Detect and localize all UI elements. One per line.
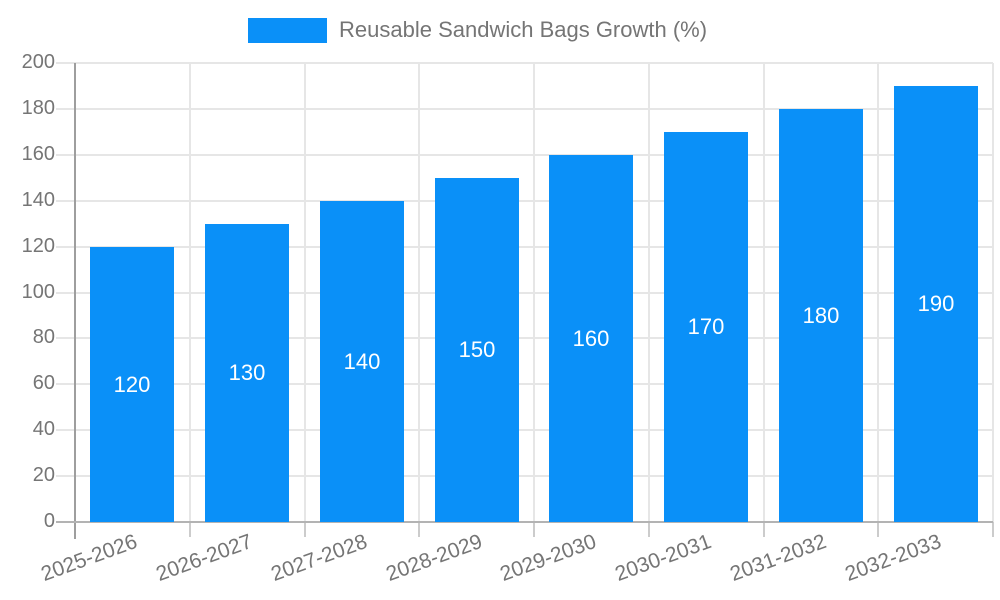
y-axis-tick [56, 154, 75, 156]
bar-value-label: 160 [572, 326, 610, 351]
bar-value-label: 140 [343, 349, 381, 374]
x-axis-tick [763, 522, 765, 537]
bar [90, 247, 174, 522]
y-axis-tick [56, 337, 75, 339]
y-axis-tick [56, 108, 75, 110]
x-axis-tick [533, 522, 535, 537]
bar-value-label: 170 [687, 314, 725, 339]
bar-value-label: 180 [802, 303, 840, 328]
y-axis-tick-label: 0 [43, 510, 55, 532]
x-axis-tick-label: 2027-2028 [267, 530, 370, 586]
bar [435, 178, 519, 522]
y-axis-tick-label: 100 [21, 281, 55, 303]
bar-value-label: 120 [113, 372, 151, 397]
bar [549, 155, 633, 522]
y-axis-line [74, 63, 76, 539]
x-axis-tick-label: 2028-2029 [382, 530, 485, 586]
y-axis-tick-label: 80 [32, 326, 55, 348]
y-axis-tick [56, 383, 75, 385]
gridline-vertical [304, 63, 306, 522]
x-axis-tick [992, 522, 994, 537]
x-axis-tick-label: 2031-2032 [726, 530, 829, 586]
gridline-vertical [189, 63, 191, 522]
y-axis-tick [56, 200, 75, 202]
gridline-vertical [648, 63, 650, 522]
y-axis-tick-label: 160 [21, 143, 55, 165]
bar-value-label: 150 [458, 337, 496, 362]
gridline-vertical [533, 63, 535, 522]
x-axis-line [56, 521, 993, 523]
gridline-vertical [877, 63, 879, 522]
x-axis-tick [304, 522, 306, 537]
legend-swatch [248, 17, 327, 43]
y-axis-tick-label: 180 [21, 97, 55, 119]
y-axis-tick-label: 200 [21, 51, 55, 73]
bar [894, 86, 978, 522]
x-axis-tick [418, 522, 420, 537]
y-axis-tick-label: 40 [32, 418, 55, 440]
gridline-vertical [992, 63, 994, 522]
x-axis-tick [189, 522, 191, 537]
bar-value-label: 130 [228, 360, 266, 385]
chart-legend: Reusable Sandwich Bags Growth (%) [248, 17, 707, 43]
y-axis-tick [56, 62, 75, 64]
y-axis-tick [56, 292, 75, 294]
x-axis-tick-label: 2029-2030 [496, 530, 599, 586]
gridline-vertical [418, 63, 420, 522]
y-axis-tick [56, 429, 75, 431]
x-axis-tick-label: 2030-2031 [611, 530, 714, 586]
y-axis-tick [56, 475, 75, 477]
y-axis-tick [56, 246, 75, 248]
bar [320, 201, 404, 522]
bar [205, 224, 289, 522]
x-axis-tick-label: 2025-2026 [37, 530, 140, 586]
x-axis-tick [877, 522, 879, 537]
y-axis-tick-label: 60 [32, 372, 55, 394]
x-axis-tick-label: 2026-2027 [152, 530, 255, 586]
x-axis-tick [648, 522, 650, 537]
bar [664, 132, 748, 522]
bar [779, 109, 863, 522]
bar-value-label: 190 [917, 291, 955, 316]
legend-label: Reusable Sandwich Bags Growth (%) [339, 17, 708, 42]
y-axis-tick-label: 20 [32, 464, 55, 486]
y-axis-tick-label: 140 [21, 189, 55, 211]
gridline-vertical [763, 63, 765, 522]
y-axis-tick-label: 120 [21, 235, 55, 257]
x-axis-tick-label: 2032-2033 [841, 530, 944, 586]
